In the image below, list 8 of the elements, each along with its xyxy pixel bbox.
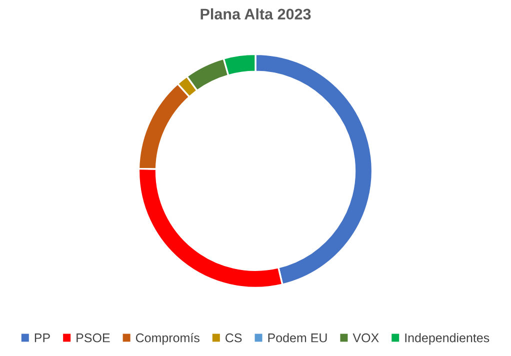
legend-label: Podem EU bbox=[268, 333, 327, 342]
legend-label: Independientes bbox=[405, 333, 490, 345]
legend-label: PSOE bbox=[76, 333, 110, 342]
legend-label: CS bbox=[226, 333, 242, 342]
legend-label: Compromís bbox=[136, 332, 200, 345]
legend-label: PP bbox=[34, 334, 50, 342]
chart-title: Plana Alta 2023 bbox=[200, 8, 311, 20]
legend-label: VOX bbox=[352, 333, 379, 342]
